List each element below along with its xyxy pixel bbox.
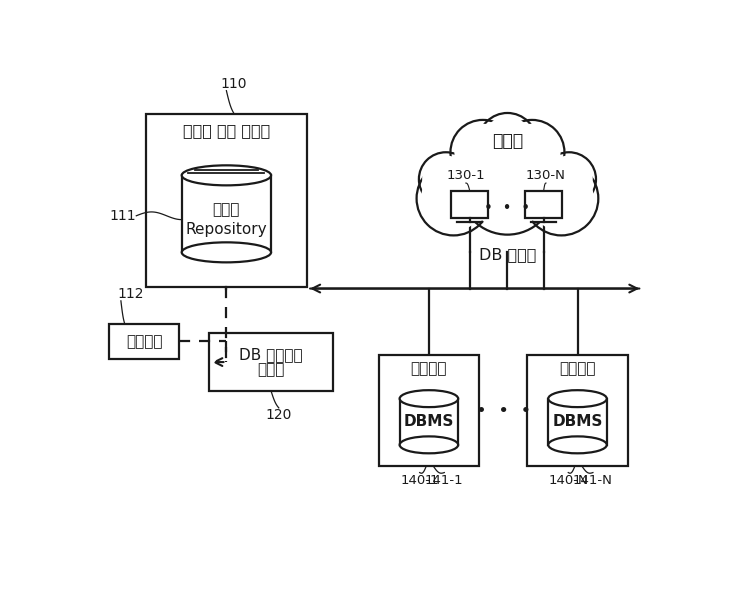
Circle shape xyxy=(500,120,565,184)
Bar xyxy=(109,324,179,359)
Circle shape xyxy=(455,124,512,181)
Ellipse shape xyxy=(400,390,458,407)
Text: 인터넷: 인터넷 xyxy=(492,131,523,150)
Bar xyxy=(451,191,488,218)
Circle shape xyxy=(503,124,560,181)
Text: 141-N: 141-N xyxy=(573,474,613,487)
Text: 시스템: 시스템 xyxy=(258,362,285,377)
Text: DBMS: DBMS xyxy=(552,414,603,429)
Text: 130-N: 130-N xyxy=(526,168,566,181)
Text: 보안정책: 보안정책 xyxy=(126,334,163,349)
Circle shape xyxy=(460,139,555,234)
Circle shape xyxy=(478,113,537,171)
Circle shape xyxy=(419,152,473,206)
Text: •  •  •: • • • xyxy=(484,201,530,216)
Ellipse shape xyxy=(548,390,607,407)
Bar xyxy=(145,114,307,287)
Bar xyxy=(210,333,333,391)
Text: 140-1: 140-1 xyxy=(401,474,439,487)
Text: 140-N: 140-N xyxy=(548,474,588,487)
Bar xyxy=(182,176,271,252)
Circle shape xyxy=(529,166,594,231)
Text: •  •  •: • • • xyxy=(476,402,531,420)
Text: 120: 120 xyxy=(266,408,292,422)
Text: 운영서버: 운영서버 xyxy=(410,361,447,376)
Text: 112: 112 xyxy=(117,287,144,301)
Text: 111: 111 xyxy=(109,209,136,223)
Circle shape xyxy=(465,145,550,229)
Bar xyxy=(400,399,458,445)
Circle shape xyxy=(545,155,592,203)
Circle shape xyxy=(524,161,598,236)
Bar xyxy=(548,399,607,445)
Text: 취약점: 취약점 xyxy=(213,202,240,218)
Bar xyxy=(379,355,479,466)
Text: 110: 110 xyxy=(221,77,247,90)
Text: DB 사용자: DB 사용자 xyxy=(479,247,536,262)
Text: 141-1: 141-1 xyxy=(425,474,464,487)
Text: Repository: Repository xyxy=(186,222,267,237)
Ellipse shape xyxy=(400,436,458,453)
Bar xyxy=(525,191,562,218)
Bar xyxy=(527,355,628,466)
Circle shape xyxy=(416,161,491,236)
Text: 취약점 분석 시스템: 취약점 분석 시스템 xyxy=(183,123,270,138)
Text: 운영서버: 운영서버 xyxy=(560,361,595,376)
Circle shape xyxy=(542,152,596,206)
Circle shape xyxy=(421,166,486,231)
Circle shape xyxy=(450,120,515,184)
Ellipse shape xyxy=(548,436,607,453)
Circle shape xyxy=(422,155,470,203)
Text: 130-1: 130-1 xyxy=(446,168,485,181)
Ellipse shape xyxy=(182,165,271,186)
Ellipse shape xyxy=(182,242,271,262)
Text: DBMS: DBMS xyxy=(404,414,454,429)
Circle shape xyxy=(482,117,533,168)
Text: DB 접근제어: DB 접근제어 xyxy=(239,347,303,362)
